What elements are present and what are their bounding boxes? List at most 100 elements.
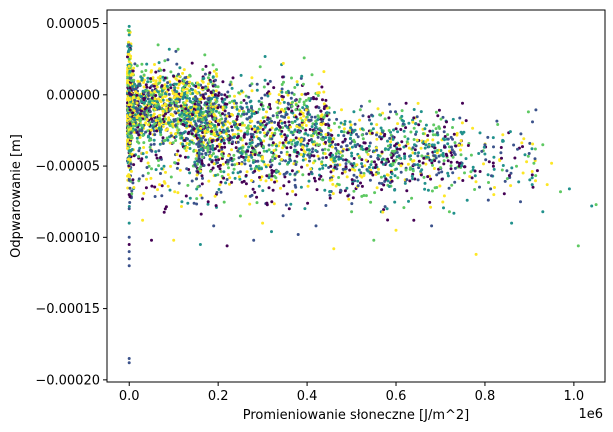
data-point	[289, 125, 293, 129]
data-point	[131, 111, 135, 115]
data-point	[240, 89, 244, 93]
data-point	[236, 171, 240, 175]
data-point	[132, 154, 136, 158]
data-point	[275, 169, 279, 173]
data-point	[402, 129, 406, 133]
data-point	[252, 238, 256, 242]
data-point	[323, 188, 327, 192]
data-point	[352, 173, 356, 177]
data-point	[126, 146, 129, 150]
data-point	[367, 165, 371, 169]
data-point	[449, 167, 453, 171]
data-point	[270, 119, 273, 123]
data-point	[191, 88, 195, 92]
data-point	[329, 170, 333, 174]
data-point	[131, 124, 135, 128]
data-point	[261, 107, 265, 111]
data-point	[195, 173, 199, 177]
data-point	[469, 153, 473, 157]
data-point	[147, 134, 150, 138]
data-point	[211, 166, 215, 170]
data-point	[534, 179, 537, 183]
data-point	[393, 200, 397, 204]
data-point	[372, 149, 376, 153]
data-point	[307, 172, 311, 176]
data-point	[194, 157, 198, 161]
data-point	[324, 163, 328, 167]
data-point	[273, 131, 277, 135]
data-point	[311, 161, 315, 165]
data-point	[319, 122, 323, 126]
data-point	[332, 247, 336, 251]
data-point	[287, 102, 291, 106]
data-point	[154, 150, 158, 154]
data-point	[451, 171, 455, 175]
data-point	[215, 144, 219, 148]
data-point	[223, 93, 227, 97]
data-point	[336, 150, 340, 153]
data-point	[437, 108, 441, 112]
data-point	[426, 134, 430, 137]
data-point	[176, 162, 180, 166]
data-point	[153, 122, 157, 126]
data-point	[534, 108, 538, 112]
data-point	[293, 99, 297, 102]
data-point	[291, 189, 295, 193]
data-point	[215, 191, 219, 194]
data-point	[247, 110, 251, 114]
data-point	[191, 117, 195, 120]
data-point	[217, 103, 221, 107]
data-point	[156, 188, 159, 192]
data-point	[330, 133, 334, 137]
data-point	[147, 94, 151, 97]
data-point	[324, 136, 328, 140]
data-point	[179, 104, 183, 108]
data-point	[157, 149, 161, 153]
data-point	[212, 131, 216, 135]
data-point	[128, 158, 132, 162]
data-point	[227, 166, 230, 170]
data-point	[194, 149, 198, 153]
data-point	[226, 120, 230, 124]
data-point	[238, 170, 242, 174]
data-point	[359, 104, 363, 108]
data-point	[154, 153, 158, 157]
data-point	[190, 125, 194, 129]
data-point	[271, 114, 275, 118]
data-point	[253, 167, 257, 171]
data-point	[220, 157, 224, 160]
data-point	[159, 133, 163, 137]
data-point	[370, 113, 374, 117]
data-point	[305, 163, 309, 167]
data-point	[423, 146, 427, 150]
data-point	[443, 135, 447, 138]
data-point	[386, 218, 390, 222]
data-point	[139, 112, 143, 116]
data-point	[210, 97, 214, 101]
data-point	[244, 155, 248, 159]
data-point	[393, 188, 397, 192]
data-point	[215, 68, 218, 72]
data-point	[280, 129, 284, 133]
data-point	[395, 151, 399, 154]
data-point	[320, 113, 324, 117]
data-point	[289, 146, 293, 149]
data-point	[324, 204, 328, 207]
data-point	[211, 144, 215, 147]
data-point	[287, 120, 291, 124]
data-point	[184, 155, 187, 159]
data-point	[199, 212, 203, 216]
data-point	[150, 96, 154, 100]
data-point	[137, 141, 141, 145]
data-point	[362, 174, 366, 178]
data-point	[131, 72, 135, 76]
data-point	[302, 114, 306, 118]
data-point	[411, 169, 415, 173]
data-point	[432, 154, 436, 158]
data-point	[244, 142, 248, 146]
data-point	[253, 130, 257, 134]
data-point	[228, 176, 232, 180]
data-point	[289, 96, 293, 100]
data-point	[127, 178, 131, 182]
data-point	[204, 138, 207, 142]
